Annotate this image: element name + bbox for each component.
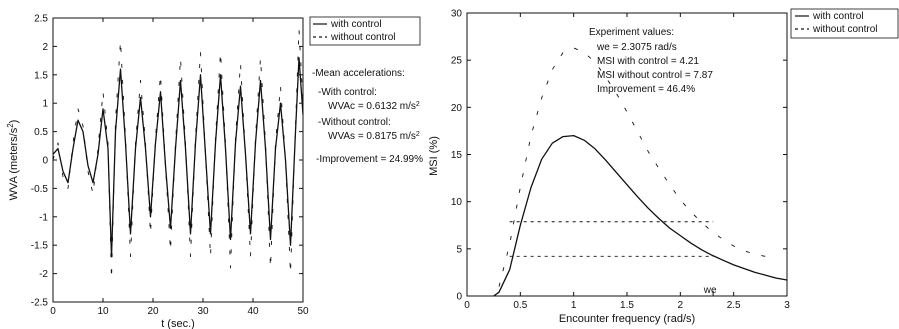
x-tick-label: 50 xyxy=(297,306,309,317)
right-legend-label-with-control: with control xyxy=(812,11,864,22)
y-tick-label: 10 xyxy=(451,197,463,208)
y-tick-label: 0.5 xyxy=(34,127,48,138)
x-tick-label: 1.5 xyxy=(620,300,634,311)
x-tick-label: 40 xyxy=(247,306,259,317)
right-legend-label-without-control: without control xyxy=(812,24,877,35)
left-annotation-mean-accelerations: -Mean accelerations: xyxy=(312,68,405,79)
x-tick-label: 30 xyxy=(197,306,209,317)
right-reference-lines xyxy=(509,221,714,257)
y-tick-label: 25 xyxy=(451,56,463,67)
right-chart: 0 5 10 15 20 25 30 0 0.5 1 1.5 2 2.5 3 we MSI (%) En… xyxy=(428,8,899,325)
y-tick-label: 5 xyxy=(456,244,462,255)
x-tick-label: 20 xyxy=(147,306,159,317)
left-y-ticks: -2.5 -2 -1.5 -1 -0.5 0 0.5 1 1.5 2 2.5 xyxy=(31,14,303,309)
y-tick-label: 0 xyxy=(42,156,48,167)
y-tick-label: 30 xyxy=(451,9,463,20)
left-annotation-wvac: WVAc = 0.6132 m/s2 xyxy=(328,101,420,113)
left-annotation-wvas: WVAs = 0.8175 m/s2 xyxy=(328,131,420,143)
y-tick-label: 20 xyxy=(451,103,463,114)
right-annotations: Experiment values: we = 2.3075 rad/s MSI… xyxy=(589,27,713,95)
right-annotation-experiment-values: Experiment values: xyxy=(589,27,674,38)
right-x-ticks: 0 0.5 1 1.5 2 2.5 3 xyxy=(464,13,790,311)
y-tick-label: 0 xyxy=(456,292,462,303)
y-tick-label: 1 xyxy=(42,99,48,110)
x-tick-label: 2 xyxy=(678,300,684,311)
series-line-without-control xyxy=(52,28,304,280)
y-tick-label: -1.5 xyxy=(31,241,49,252)
left-legend-label-without-control: without control xyxy=(330,32,395,43)
right-legend: with control without control xyxy=(790,8,899,39)
series-line-with-control xyxy=(52,57,304,258)
x-tick-label: 0 xyxy=(464,300,470,311)
left-annotation-with-control: -With control: xyxy=(318,87,377,98)
y-tick-label: -0.5 xyxy=(31,184,49,195)
left-annotation-without-control: -Without control: xyxy=(318,117,391,128)
y-tick-label: -2 xyxy=(39,269,48,280)
left-x-ticks: 0 10 20 30 40 50 xyxy=(50,18,309,317)
right-y-axis-label: MSI (%) xyxy=(428,136,440,176)
x-tick-label: 10 xyxy=(97,306,109,317)
x-tick-label: 3 xyxy=(784,300,790,311)
right-legend-box xyxy=(790,8,899,39)
left-x-axis-label: t (sec.) xyxy=(161,318,195,329)
right-x-axis-label: Encounter frequency (rad/s) xyxy=(559,313,695,325)
we-label: we xyxy=(703,285,717,296)
series-line-with-control xyxy=(493,134,788,297)
right-y-ticks: 0 5 10 15 20 25 30 xyxy=(451,9,787,303)
y-tick-label: 1.5 xyxy=(34,70,48,81)
right-annotation-improvement: Improvement = 46.4% xyxy=(597,84,695,95)
x-tick-label: 0 xyxy=(50,306,56,317)
left-legend-box xyxy=(309,16,421,46)
left-annotation-improvement: -Improvement = 24.99% xyxy=(316,154,423,165)
right-annotation-msi-without: MSI without control = 7.87 xyxy=(597,70,713,81)
y-tick-label: -1 xyxy=(39,212,48,223)
right-we-marker: we xyxy=(703,285,717,296)
left-legend: with control without control xyxy=(309,16,421,46)
x-tick-label: 2.5 xyxy=(727,300,741,311)
right-annotation-we: we = 2.3075 rad/s xyxy=(596,42,677,53)
left-series xyxy=(52,28,304,280)
right-series xyxy=(493,47,788,297)
y-tick-label: 15 xyxy=(451,150,463,161)
left-legend-label-with-control: with control xyxy=(330,19,382,30)
x-tick-label: 0.5 xyxy=(513,300,527,311)
left-y-axis-label: WVA (meters/s2) xyxy=(6,120,21,201)
y-tick-label: 2.5 xyxy=(34,14,48,25)
series-line-without-control xyxy=(498,47,766,287)
left-annotations: -Mean accelerations: -With control: WVAc… xyxy=(312,68,423,165)
right-annotation-msi-with: MSI with control = 4.21 xyxy=(597,56,699,67)
y-tick-label: 2 xyxy=(42,42,48,53)
y-tick-label: -2.5 xyxy=(31,298,49,309)
x-tick-label: 1 xyxy=(571,300,577,311)
left-chart: -2.5 -2 -1.5 -1 -0.5 0 0.5 1 1.5 2 2.5 0 10 20 30 40 50… xyxy=(6,14,424,329)
